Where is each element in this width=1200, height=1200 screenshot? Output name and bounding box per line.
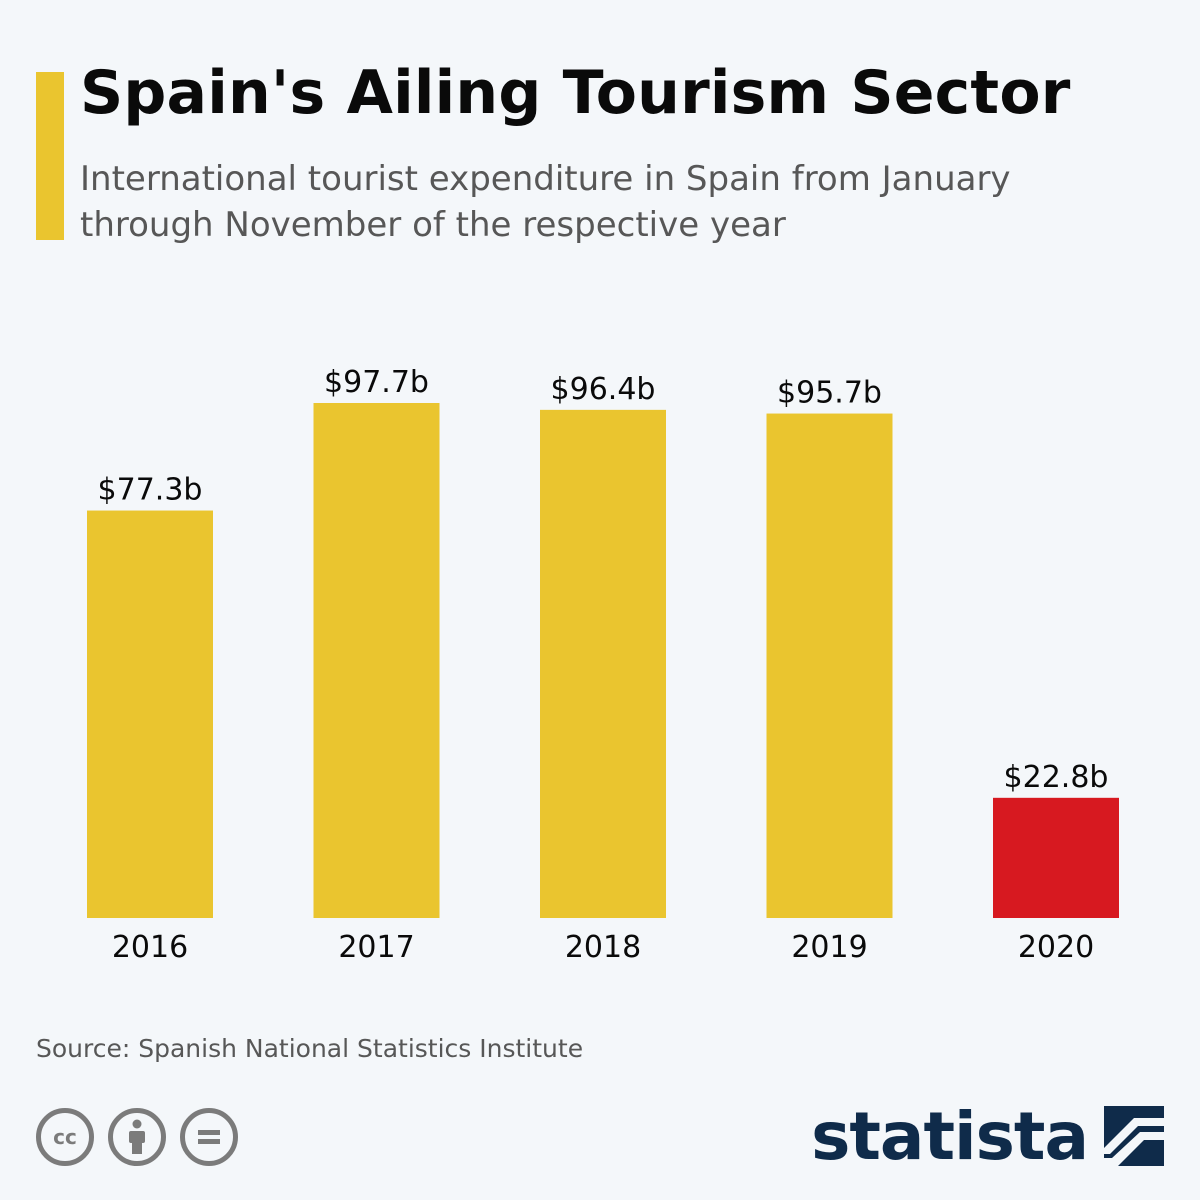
bar-2020	[993, 797, 1119, 918]
x-tick-label-2019: 2019	[791, 930, 867, 965]
value-label-2018: $96.4b	[551, 372, 656, 407]
brand-wordmark: statista	[811, 1097, 1089, 1175]
source-note: Source: Spanish National Statistics Inst…	[36, 1034, 584, 1063]
bar-chart: $77.3b 2016 $97.7b 2017 $96.4b 2018 $95.7b 2019…	[87, 365, 1119, 965]
bar-2017	[313, 403, 440, 918]
x-tick-label-2018: 2018	[565, 930, 641, 965]
x-tick-label-2017: 2017	[338, 930, 414, 965]
cc-icon[interactable]: cc	[36, 1108, 94, 1166]
bar-2016	[87, 510, 213, 918]
equals-icon	[198, 1130, 220, 1144]
x-tick-label-2020: 2020	[1018, 930, 1094, 965]
attribution-icon[interactable]	[108, 1108, 166, 1166]
x-tick-label-2016: 2016	[112, 930, 188, 965]
bar-2018	[540, 409, 666, 918]
statista-logo-icon	[1104, 1106, 1164, 1166]
no-derivatives-icon[interactable]	[180, 1108, 238, 1166]
value-label-2016: $77.3b	[98, 473, 203, 508]
cc-icon-glyph: cc	[53, 1125, 77, 1149]
title-accent-bar	[36, 72, 64, 240]
value-label-2019: $95.7b	[777, 376, 882, 411]
person-icon	[129, 1119, 145, 1154]
value-label-2017: $97.7b	[324, 365, 429, 400]
chart-subtitle: International tourist expenditure in Spa…	[80, 159, 1011, 245]
bar-2019	[766, 413, 893, 918]
value-label-2020: $22.8b	[1004, 760, 1109, 795]
statista-logo[interactable]: statista	[811, 1096, 1164, 1176]
chart-title: Spain's Ailing Tourism Sector	[80, 58, 1071, 128]
